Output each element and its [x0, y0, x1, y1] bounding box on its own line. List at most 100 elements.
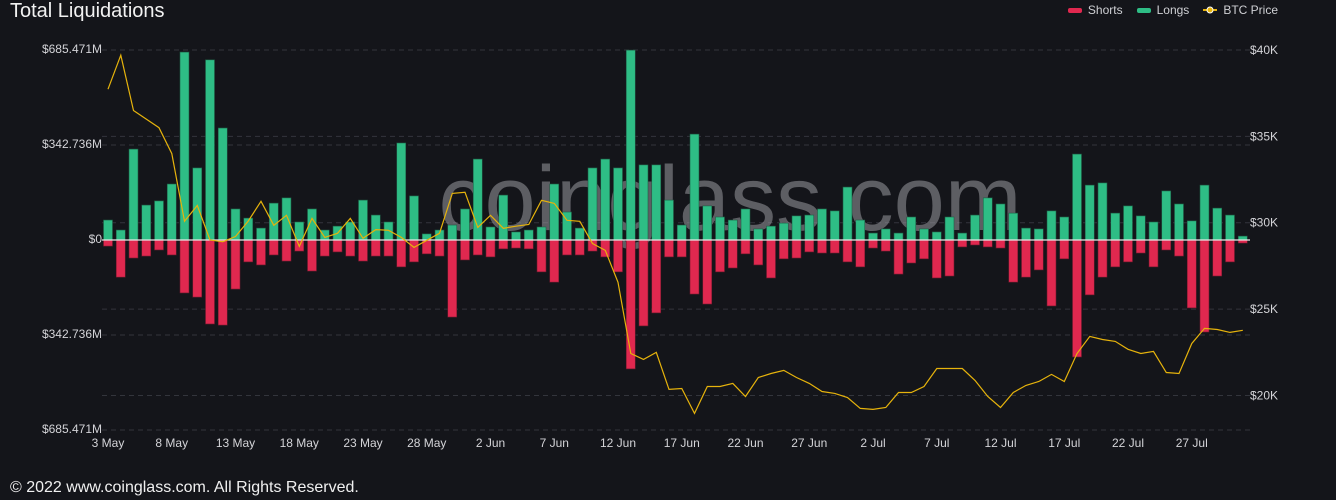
shorts-bar: [243, 239, 254, 263]
shorts-bar: [115, 239, 126, 278]
longs-bar: [868, 232, 878, 241]
shorts-bar: [511, 239, 521, 249]
btc-price-line: [107, 53, 1243, 415]
x-axis-tick-label: 2 Jun: [476, 436, 505, 450]
shorts-bar: [460, 239, 470, 261]
longs-bar: [1110, 212, 1121, 241]
shorts-bar: [804, 239, 815, 253]
x-axis-tick-label: 8 May: [155, 436, 188, 450]
longs-bar: [1161, 190, 1172, 241]
legend-item-shorts[interactable]: Shorts: [1067, 3, 1123, 17]
right-axis-tick-label: $30K: [1250, 216, 1278, 230]
longs-bar: [141, 204, 152, 241]
shorts-bar: [625, 239, 636, 370]
longs-bar: [1046, 210, 1057, 241]
x-axis-tick-label: 7 Jul: [924, 436, 949, 450]
shorts-bar: [562, 239, 572, 256]
longs-bar: [179, 51, 190, 241]
longs-bar: [319, 229, 330, 241]
shorts-bar: [192, 239, 203, 298]
shorts-bar: [1135, 239, 1146, 254]
longs-bar: [217, 127, 228, 241]
longs-bar: [1008, 212, 1019, 241]
shorts-bar: [880, 239, 891, 252]
shorts-bar: [574, 239, 585, 256]
longs-bar: [192, 167, 203, 241]
longs-bar: [893, 232, 904, 241]
longs-swatch-icon: [1136, 7, 1151, 13]
shorts-bar: [855, 239, 866, 268]
left-axis-tick-label: $342.736M: [42, 327, 102, 341]
longs-bar: [281, 197, 292, 241]
longs-bar: [1059, 216, 1070, 241]
x-axis-tick-label: 7 Jun: [540, 436, 569, 450]
shorts-bar: [1123, 239, 1133, 263]
right-axis-tick-label: $40K: [1250, 43, 1278, 57]
shorts-bar: [1059, 239, 1070, 260]
longs-bar: [651, 164, 662, 241]
shorts-swatch-icon: [1067, 7, 1082, 13]
legend-item-longs[interactable]: Longs: [1136, 3, 1189, 17]
shorts-bar: [1033, 239, 1044, 271]
shorts-bar: [523, 239, 534, 250]
shorts-bar: [154, 239, 164, 251]
longs-bar: [128, 148, 139, 241]
longs-bar: [1225, 214, 1235, 241]
longs-bar: [842, 186, 853, 241]
shorts-bar: [995, 239, 1006, 249]
longs-bar: [970, 214, 980, 241]
shorts-bar: [1110, 239, 1121, 268]
longs-bar: [1186, 220, 1197, 241]
x-axis-tick-label: 22 Jul: [1112, 436, 1144, 450]
shorts-bar: [485, 239, 496, 258]
x-axis-tick-label: 17 Jul: [1048, 436, 1080, 450]
longs-bar: [1135, 215, 1146, 241]
shorts-bar: [906, 239, 917, 264]
shorts-bar: [766, 239, 776, 279]
longs-bar: [460, 208, 470, 241]
left-axis-tick-label: $342.736M: [42, 137, 102, 151]
right-axis-tick-label: $20K: [1250, 388, 1278, 402]
shorts-bar: [829, 239, 840, 254]
shorts-bar: [256, 239, 266, 266]
axis-labels: $685.471M $342.736M $0 $342.736M $685.471M $4…: [42, 42, 1278, 450]
x-axis-tick-label: 13 May: [216, 436, 255, 450]
longs-bar: [919, 228, 929, 241]
longs-bar: [256, 227, 266, 241]
longs-bar: [817, 208, 827, 241]
longs-bar: [1212, 207, 1223, 241]
longs-bar: [115, 229, 126, 241]
shorts-bar: [791, 239, 802, 259]
grid-lines: [102, 49, 1250, 431]
longs-bar: [778, 222, 789, 241]
x-axis-tick-label: 27 Jul: [1176, 436, 1208, 450]
longs-bar: [370, 214, 381, 241]
shorts-bar: [1097, 239, 1108, 278]
shorts-bar: [1225, 239, 1235, 263]
shorts-bar: [230, 239, 241, 290]
longs-bar: [804, 214, 815, 241]
legend-item-btc-price[interactable]: BTC Price: [1203, 3, 1278, 17]
longs-bar: [676, 224, 687, 241]
longs-bar: [205, 59, 215, 241]
shorts-bar: [868, 239, 878, 249]
longs-bar: [1097, 182, 1108, 241]
shorts-bar: [549, 239, 560, 283]
shorts-bar: [1148, 239, 1159, 268]
x-axis-tick-label: 12 Jul: [984, 436, 1016, 450]
shorts-bar: [753, 239, 764, 266]
shorts-bar: [307, 239, 317, 272]
longs-bar: [1084, 184, 1095, 241]
shorts-bar: [1021, 239, 1031, 278]
longs-bar: [523, 229, 534, 241]
shorts-bar: [370, 239, 381, 257]
longs-bar: [498, 194, 509, 241]
right-axis-tick-label: $25K: [1250, 302, 1278, 316]
shorts-bar: [1046, 239, 1057, 307]
x-axis-tick-label: 23 May: [343, 436, 382, 450]
longs-bar: [230, 208, 241, 241]
left-axis-tick-label: $685.471M: [42, 422, 102, 436]
shorts-bar: [1072, 239, 1082, 358]
longs-bar: [1072, 153, 1082, 241]
